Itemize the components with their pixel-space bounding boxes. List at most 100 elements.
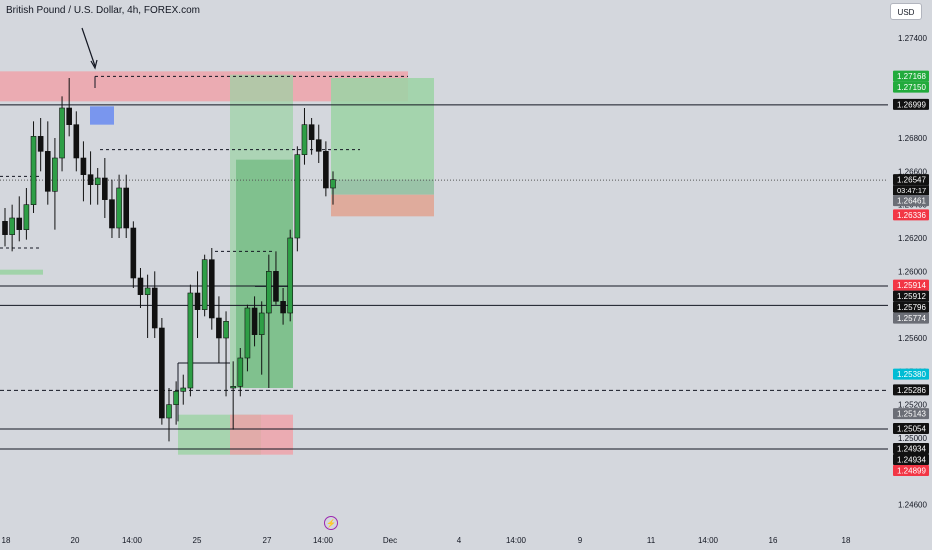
candle-body [116,187,122,229]
x-tick-label: 14:00 [313,536,334,545]
price-tag-label: 1.25054 [897,425,926,434]
candle-body [130,227,137,279]
price-tag-label: 1.25380 [897,370,926,379]
y-tick-label: 1.27400 [898,34,927,43]
y-tick-label: 1.25000 [898,434,927,443]
candle-body [30,136,37,205]
y-tick-label: 1.26200 [898,234,927,243]
x-tick-label: 14:00 [698,536,719,545]
price-tag [893,384,929,396]
price-tag [893,209,929,221]
candle-body [308,124,315,140]
candle-body [230,386,236,389]
candle-body [294,154,301,239]
candle-body [194,292,201,310]
candle-body [237,357,244,387]
x-tick-label: 4 [457,536,462,545]
candle-body [273,271,279,302]
candle-body [66,107,72,125]
candle-body [16,217,23,230]
countdown-tag [893,185,929,196]
price-tag-label: 1.25143 [897,410,926,419]
candle-body [159,327,165,419]
currency-button[interactable]: USD [890,3,922,20]
price-tag-label: 1.27168 [897,72,926,81]
price-tag-label: 1.24934 [897,445,926,454]
candle-body [102,177,108,200]
price-tag [893,301,929,313]
candle-body [180,387,187,392]
price-tag-label: 1.25914 [897,281,926,290]
price-tag [893,368,929,380]
price-tag-label: 1.24934 [897,456,926,465]
price-tag-label: 1.26999 [897,100,926,109]
candle-body [330,179,336,189]
price-tag [893,81,929,93]
price-tag [893,443,929,454]
price-tag [893,312,929,324]
candle-body [187,292,194,389]
x-tick-label: 11 [647,536,656,545]
countdown-label: 03:47:17 [897,186,926,195]
price-tag-label: 1.27150 [897,83,926,92]
candle-body [244,307,251,359]
price-tag-label: 1.26547 [897,176,926,185]
stop-loss-zone [331,194,434,217]
price-tag [893,454,929,465]
entry-zone [331,179,434,195]
long-profit-zone [236,159,293,388]
down-arrow-icon [90,59,98,70]
candle-body [287,237,294,314]
candle-body [137,277,144,295]
candle-body [52,157,58,192]
chart-title: British Pound / U.S. Dollar, 4h, FOREX.c… [6,5,200,16]
candle-body [315,139,322,152]
y-tick-label: 1.25200 [898,401,927,410]
x-tick-label: 14:00 [506,536,527,545]
price-tag [893,195,929,207]
y-tick-label: 1.25600 [898,334,927,343]
y-tick-label: 1.26600 [898,167,927,176]
x-tick-label: Dec [383,536,397,545]
price-tag-label: 1.25774 [897,314,926,323]
price-tag [893,70,929,82]
x-tick-label: 25 [193,536,202,545]
price-tag [893,174,929,186]
candle-body [251,307,258,335]
down-arrow-icon [81,27,96,67]
candle-body [94,177,101,185]
price-tag [893,423,929,434]
candle-body [144,287,151,295]
candle-body [44,151,51,192]
y-tick-label: 1.24600 [898,501,927,510]
price-tag-label: 1.25912 [897,292,926,301]
x-tick-label: 18 [842,536,851,545]
price-tag [893,98,929,110]
candle-body [323,151,329,189]
lightning-bolt-icon[interactable]: ⚡ [324,516,338,530]
candle-body [166,404,172,419]
price-tag-label: 1.26461 [897,197,926,206]
candle-body [266,271,272,314]
small-demand-zone [0,269,43,275]
price-tag-label: 1.26336 [897,211,926,220]
candle-body [23,204,30,230]
candle-body [201,259,208,310]
price-tag-label: 1.24899 [897,467,926,476]
candle-body [59,107,65,159]
order-block-zone [90,106,114,125]
x-tick-label: 16 [769,536,778,545]
candle-body [80,157,87,175]
x-tick-label: 18 [2,536,11,545]
candle-body [9,217,15,235]
candle-body [151,287,158,329]
x-tick-label: 27 [263,536,272,545]
price-tag [893,408,929,420]
price-tag [893,279,929,291]
candle-body [87,174,94,185]
price-tag [893,290,929,302]
target-zone [331,78,434,180]
candle-body [123,187,130,229]
candle-body [37,136,44,152]
